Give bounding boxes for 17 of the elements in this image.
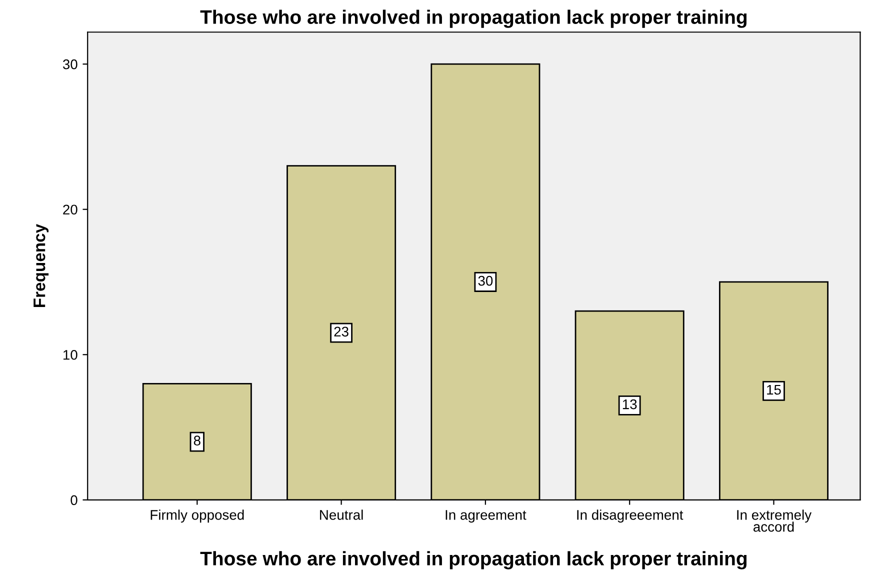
x-tick-label: In disagreeement	[577, 510, 684, 523]
data-label: 30	[478, 276, 493, 286]
x-tick-label: In agreement	[446, 510, 526, 523]
data-label: 15	[767, 384, 781, 395]
chart-title: Those who are involved in propagation lack proper training	[200, 10, 747, 28]
data-label: 8	[194, 436, 200, 446]
y-axis-title: Frequency	[34, 224, 49, 308]
x-tick-label: In extremely accord	[737, 510, 812, 532]
x-axis-title: Those who are involved in propagation lack proper training	[200, 551, 747, 570]
data-label: 13	[622, 399, 637, 410]
x-tick-label: Neutral	[320, 510, 363, 520]
y-tick-label: 0	[70, 495, 78, 506]
y-tick-label: 10	[63, 350, 78, 360]
y-tick-label: 30	[62, 59, 78, 70]
x-tick-label: Firmly opposed	[150, 510, 244, 523]
data-label: 23	[334, 326, 348, 337]
y-tick-label: 20	[63, 204, 78, 215]
